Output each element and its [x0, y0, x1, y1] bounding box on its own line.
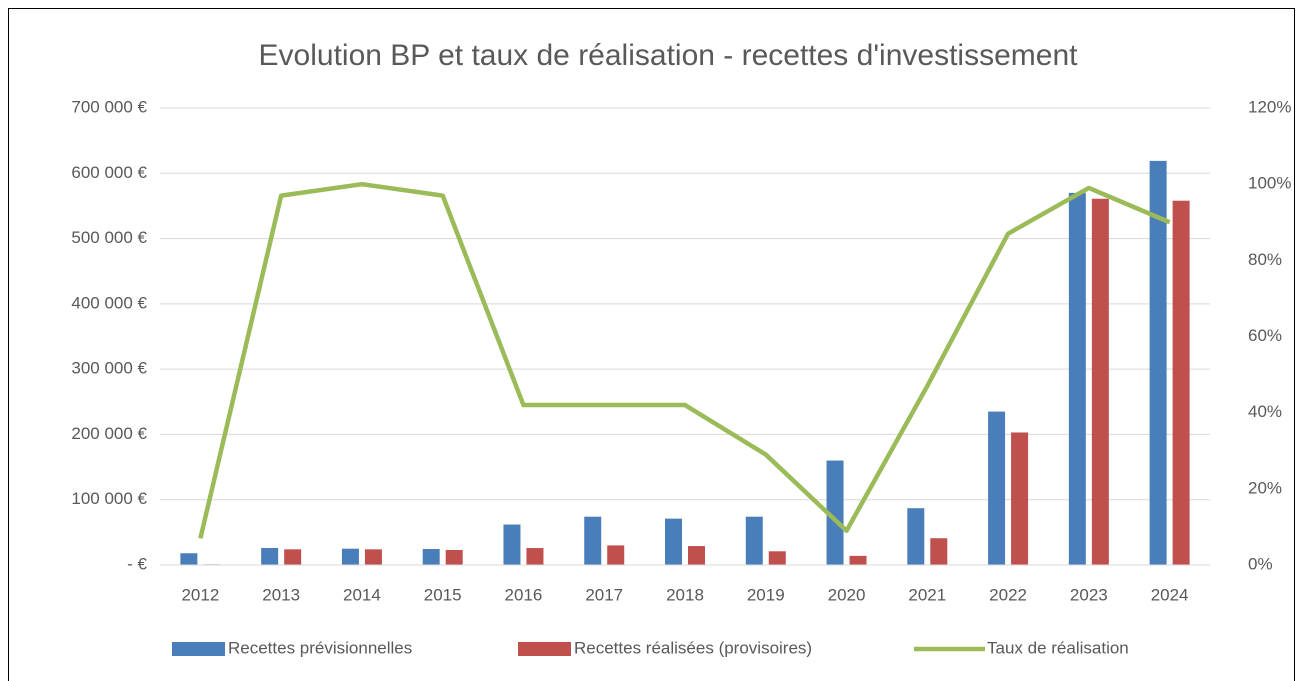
x-tick-label: 2022: [989, 585, 1027, 604]
bar: [584, 516, 602, 565]
x-tick-label: 2020: [828, 585, 866, 604]
bar: [364, 549, 382, 565]
bar: [1172, 200, 1190, 565]
legend-label: Taux de réalisation: [987, 638, 1129, 657]
bar: [261, 548, 279, 565]
y2-tick-label: 60%: [1248, 326, 1282, 345]
y2-tick-label: 120%: [1248, 97, 1291, 116]
x-tick-label: 2024: [1151, 585, 1189, 604]
bar: [826, 460, 844, 565]
bar: [284, 549, 302, 565]
bar: [341, 548, 359, 565]
y-tick-label: 100 000 €: [71, 489, 147, 508]
bar: [988, 411, 1006, 565]
y-tick-label: 600 000 €: [71, 163, 147, 182]
bar: [526, 548, 544, 565]
y-tick-label: 300 000 €: [71, 359, 147, 378]
y2-tick-label: 80%: [1248, 250, 1282, 269]
bar: [688, 546, 705, 565]
x-tick-label: 2015: [424, 585, 462, 604]
bar: [930, 538, 948, 565]
y-tick-label: 200 000 €: [71, 424, 147, 443]
bar: [1011, 432, 1029, 565]
y-tick-label: 500 000 €: [71, 228, 147, 247]
y-tick-label: 700 000 €: [71, 97, 147, 116]
chart-title: Evolution BP et taux de réalisation - re…: [259, 39, 1079, 72]
y2-tick-label: 20%: [1248, 478, 1282, 497]
bar: [745, 516, 763, 565]
bar: [768, 551, 786, 565]
bar: [849, 555, 867, 565]
bar: [907, 508, 925, 565]
bar: [1149, 160, 1167, 566]
legend-swatch: [518, 642, 571, 656]
x-tick-label: 2018: [666, 585, 704, 604]
x-tick-label: 2021: [908, 585, 946, 604]
legend-label: Recettes réalisées (provisoires): [574, 638, 812, 657]
x-tick-label: 2019: [747, 585, 785, 604]
x-tick-label: 2012: [181, 585, 219, 604]
bar: [180, 553, 198, 565]
x-tick-label: 2023: [1070, 585, 1108, 604]
bar: [1068, 192, 1086, 565]
x-tick-label: 2014: [343, 585, 381, 604]
bar: [1091, 198, 1109, 566]
line: [198, 181, 1171, 539]
x-tick-label: 2013: [262, 585, 300, 604]
x-tick-label: 2016: [505, 585, 543, 604]
y2-tick-label: 40%: [1248, 402, 1282, 421]
legend-label: Recettes prévisionnelles: [228, 638, 412, 657]
y2-tick-label: 0%: [1248, 554, 1273, 573]
y2-tick-label: 100%: [1248, 174, 1291, 193]
y-tick-label: - €: [127, 554, 147, 573]
bar: [503, 524, 521, 565]
y-tick-label: 400 000 €: [71, 293, 147, 312]
legend-swatch: [172, 642, 225, 656]
x-tick-label: 2017: [585, 585, 623, 604]
bar: [665, 518, 682, 565]
bar: [445, 549, 463, 565]
bar: [422, 549, 440, 565]
bar: [607, 545, 625, 565]
